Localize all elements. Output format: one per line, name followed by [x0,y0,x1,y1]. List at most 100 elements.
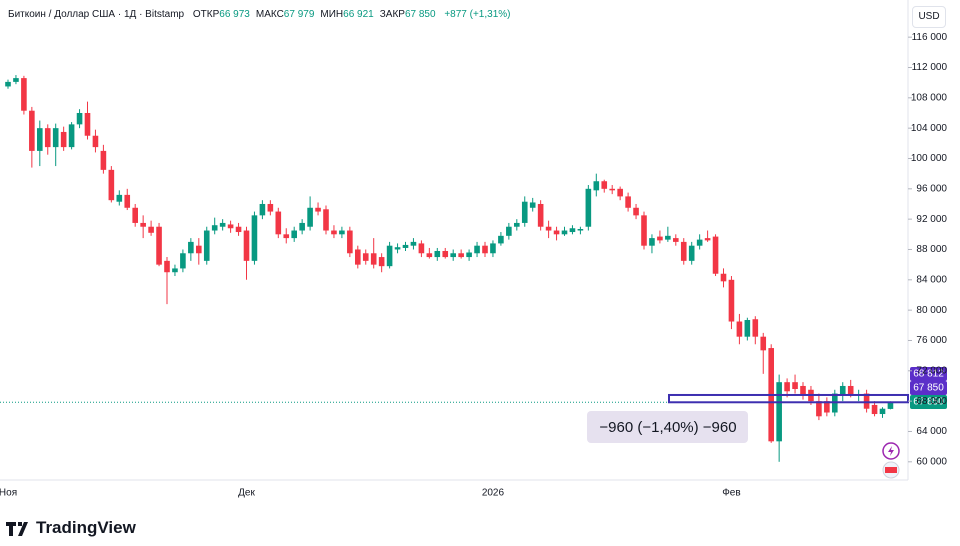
price-tag-label: 68 812 [913,369,944,380]
ohlc-value: 66 973 [219,9,250,20]
ohlc-value: 67 850 [404,9,436,20]
candle-body [180,253,186,269]
candle-body [323,209,329,231]
candle-body [649,238,655,246]
x-tick-label: Ноя [0,488,17,499]
candle-body [506,226,512,236]
candle-body [704,238,711,241]
y-tick-label: 96 000 [916,183,947,194]
chart: −960 (−1,40%) −960 68 812 67 850 67 850 60 … [0,0,948,499]
candle-body [275,211,282,235]
candle-body [156,226,162,265]
candle-body [394,247,401,250]
candle-body [52,128,59,148]
price-tag [910,395,947,409]
candle-body [609,188,615,191]
candle-body [307,207,313,227]
measure-box [587,411,748,443]
flag-icon-glyph [885,467,897,473]
candles [5,75,894,462]
candle-body [800,385,806,396]
event-icon-glyph [888,446,894,456]
candle-body [418,243,425,254]
candle-body [21,78,27,111]
candle-body [243,230,250,261]
candle-body [696,239,703,246]
candle-body [124,194,131,208]
candle-body [267,203,274,212]
candle-body [665,235,671,240]
candle-body [601,181,608,189]
candle-body [490,243,496,254]
candle-body [116,194,123,202]
candle-body [760,336,767,351]
y-tick-label: 108 000 [911,92,948,103]
candle-body [196,245,202,254]
candle-body [283,234,290,239]
overlay: −960 (−1,40%) −960 68 812 67 850 67 850 [0,367,947,443]
candle-body [172,268,178,273]
logo[interactable]: TradingView [6,518,136,538]
candle-body [879,408,886,415]
candle-body [585,188,592,227]
candle-body [680,241,687,261]
ohlc-value: 66 921 [343,9,374,20]
candle-body [148,226,154,233]
candle-body [426,253,433,258]
candle-body [386,245,393,267]
candle-body [784,382,790,392]
candle-body [355,249,361,265]
candle-body [315,207,321,212]
candle-body [482,245,488,254]
price-tag-label: 67 850 [913,397,944,408]
candle-body [100,150,107,170]
candle-body [347,230,353,254]
drawn-rectangle [668,393,909,404]
candle-body [299,222,305,231]
candle-body [545,226,552,231]
candle-body [442,250,449,258]
y-tick-label: 100 000 [911,153,948,164]
candle-body [164,260,170,273]
y-tick-label: 92 000 [916,214,947,225]
candle-body [44,128,51,148]
candle-body [402,244,409,248]
candle-body [108,169,115,201]
candle-body [410,241,417,246]
price-tag [910,367,947,381]
candle-body [291,230,297,239]
candle-body [839,385,846,396]
candle-body [140,222,146,227]
ohlc-label: ЗАКР [379,9,405,20]
candle-body [68,124,75,148]
candle-body [641,215,647,246]
ohlc: ОТКР66 973 МАКС67 979 МИН66 921 ЗАКР67 850 [187,9,436,20]
candle-body [593,181,600,191]
candle-body [227,224,234,229]
currency-button[interactable]: USD [912,6,946,28]
candle-body [92,135,99,148]
candle-body [569,228,576,233]
candle-body [188,241,194,254]
y-tick-label: 64 000 [916,426,947,437]
candle-body [561,230,568,235]
candle-body [362,253,369,261]
y-tick-label: 76 000 [916,335,947,346]
candle-body [617,188,623,197]
candle-body [824,401,830,413]
price-tag-label: 67 850 [913,383,944,394]
candle-body [235,226,242,233]
candle-body [251,215,258,261]
candle-body [728,279,735,322]
candle-body [529,202,536,208]
logo-icon [6,522,28,536]
ohlc-label: МАКС [255,9,284,20]
candle-body [331,230,337,235]
y-tick-label: 84 000 [916,274,947,285]
candle-body [577,229,584,231]
symbol: Биткоин / Доллар США · 1Д · Bitstamp [8,9,185,20]
candle-body [521,201,528,223]
candle-body [434,250,441,258]
candle-body [657,236,663,241]
